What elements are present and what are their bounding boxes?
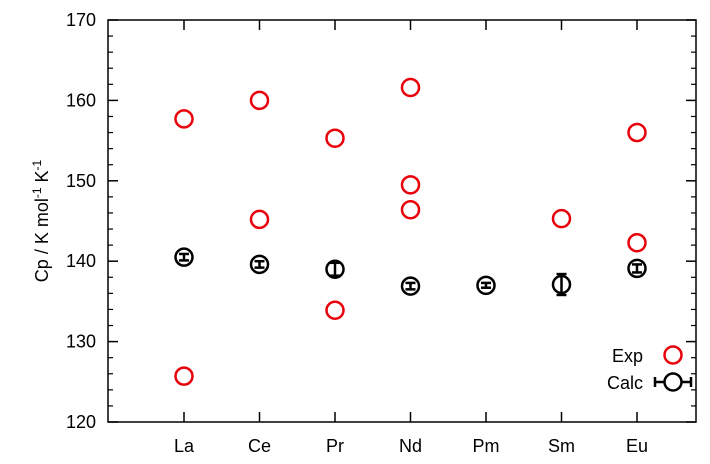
series-layer: [174, 77, 647, 386]
x-tick-label: La: [174, 436, 195, 456]
y-axis-label-sup1: -1: [30, 187, 44, 198]
data-point-exp: [174, 366, 194, 386]
y-tick-label: 130: [66, 332, 96, 352]
y-axis-label: Cp / K mol-1 K-1: [30, 159, 52, 282]
data-point-calc: [325, 259, 345, 279]
data-point-exp: [400, 77, 421, 98]
data-point-calc: [174, 247, 194, 267]
x-tick-label: Nd: [399, 436, 422, 456]
data-point-exp: [400, 199, 421, 220]
data-point-exp: [627, 232, 647, 253]
data-point-exp: [174, 109, 194, 129]
y-axis-label-sup2: -1: [30, 159, 44, 170]
data-point-calc: [551, 274, 572, 295]
data-point-calc: [627, 258, 647, 279]
data-point-exp: [249, 209, 270, 230]
y-tick-label: 150: [66, 171, 96, 191]
data-point-exp: [325, 128, 345, 148]
x-tick-label: Pr: [326, 436, 344, 456]
tick-labels: 120 130 140 150 160 170 La Ce Pr Nd Pm Sm Eu: [66, 10, 648, 456]
y-axis-label-mid: K: [32, 170, 52, 187]
y-tick-label: 170: [66, 10, 96, 30]
x-tick-label: Sm: [548, 436, 575, 456]
data-point-exp: [325, 300, 345, 320]
x-tick-label: Pm: [473, 436, 500, 456]
data-point-exp: [400, 175, 421, 195]
legend-label-exp: Exp: [612, 346, 643, 366]
data-point-exp: [627, 122, 647, 143]
data-point-calc: [249, 254, 270, 275]
data-point-exp: [551, 208, 572, 229]
y-axis-label-base: Cp / K mol: [32, 198, 52, 282]
y-tick-label: 140: [66, 251, 96, 271]
data-point-calc: [400, 276, 421, 296]
data-point-exp: [249, 90, 270, 111]
series-calc: [174, 247, 647, 297]
x-tick-label: Ce: [248, 436, 271, 456]
y-tick-label: 160: [66, 90, 96, 110]
data-point-calc: [476, 275, 496, 296]
x-tick-label: Eu: [626, 436, 648, 456]
legend-marker-exp: [663, 345, 683, 365]
legend-label-calc: Calc: [607, 373, 643, 393]
legend: Exp Calc: [607, 345, 693, 393]
ticks: [108, 19, 696, 423]
series-exp: [174, 77, 647, 386]
y-tick-label: 120: [66, 412, 96, 432]
plot-frame: [107, 19, 697, 423]
legend-marker-calc: [663, 372, 683, 392]
